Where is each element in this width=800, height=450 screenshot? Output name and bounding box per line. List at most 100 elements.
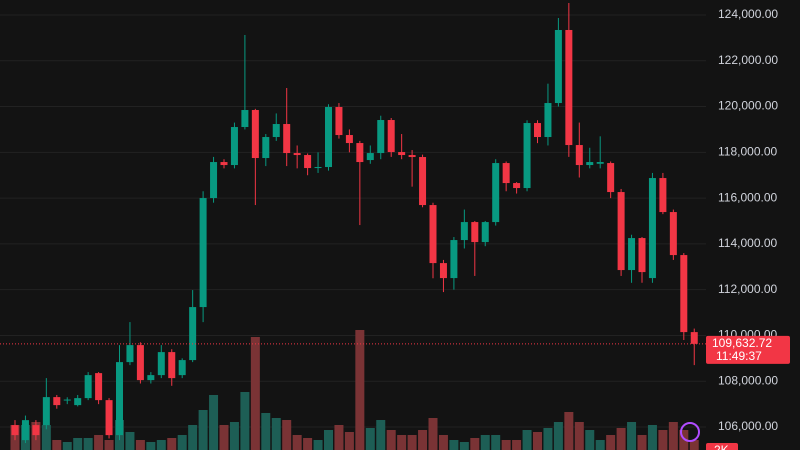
volume-bar: [491, 435, 501, 450]
volume-bar: [146, 442, 156, 450]
volume-badge-box: [706, 443, 738, 450]
volume-bar: [470, 438, 480, 450]
volume-bar: [553, 422, 563, 450]
volume-bar: [83, 438, 93, 450]
candle-body: [189, 307, 197, 361]
candle-body: [690, 332, 698, 344]
candle-body: [513, 183, 521, 189]
volume-bar: [574, 422, 584, 450]
candle-body: [199, 198, 207, 308]
volume-bar: [177, 435, 187, 450]
candle-body: [116, 362, 123, 436]
volume-bar: [585, 430, 595, 450]
candle-body: [554, 29, 562, 104]
volume-bar: [73, 438, 83, 450]
candle-body: [450, 240, 458, 279]
volume-bar: [282, 420, 292, 450]
candle-body: [283, 124, 291, 154]
candle-body: [460, 222, 468, 241]
candle-body: [210, 162, 218, 199]
candle-body: [147, 375, 155, 381]
volume-bar: [344, 432, 354, 450]
volume-bar: [188, 425, 198, 450]
candle-body: [408, 155, 416, 158]
candle-body: [293, 153, 301, 156]
candle-body: [648, 178, 656, 279]
volume-bar: [41, 425, 51, 450]
candle-body: [492, 163, 500, 223]
candle-body: [74, 398, 82, 406]
candle-body: [544, 103, 552, 138]
candle-body: [325, 107, 332, 168]
volume-bar: [271, 418, 281, 450]
candle-body: [21, 420, 29, 441]
volume-bar: [522, 430, 532, 450]
volume-bar: [250, 337, 260, 450]
candle-body: [251, 110, 259, 159]
volume-bar: [209, 395, 219, 450]
candle-body: [230, 127, 238, 166]
candle-body: [335, 107, 343, 136]
candle-body: [356, 143, 364, 163]
candle-body: [481, 222, 489, 243]
volume-bar: [459, 442, 469, 450]
candle-body: [607, 163, 615, 193]
last-price-box: [706, 335, 790, 364]
volume-bar: [365, 428, 375, 450]
volume-bar: [167, 438, 177, 450]
volume-bar: [543, 428, 553, 450]
candle-body: [105, 400, 113, 436]
candle-body: [11, 425, 19, 436]
volume-bar: [606, 435, 616, 450]
volume-bar: [94, 435, 104, 450]
volume-bar: [156, 440, 166, 450]
volume-bar: [533, 432, 542, 450]
volume-bar: [292, 435, 302, 450]
candle-body: [32, 425, 40, 436]
candle-body: [471, 222, 479, 243]
volume-bar: [355, 330, 365, 450]
last-price-label: 109,632.72: [712, 336, 772, 350]
candle-body: [345, 135, 353, 144]
candle-body: [304, 155, 312, 169]
candle-body: [220, 162, 228, 166]
candle-body: [680, 255, 688, 333]
candle-body: [659, 178, 667, 213]
volume-bar: [303, 438, 313, 450]
candle-body: [42, 397, 50, 426]
y-tick-label: 106,000.00: [718, 419, 778, 433]
volume-bar: [125, 432, 135, 450]
candle-body: [168, 352, 176, 379]
volume-bar: [261, 413, 271, 450]
volume-bar: [104, 440, 114, 450]
volume-badge: 2K: [714, 443, 729, 450]
candle-body: [95, 373, 103, 401]
volume-bar: [595, 440, 605, 450]
candle-body: [387, 120, 395, 153]
candle-body: [439, 263, 447, 279]
candle-body: [262, 137, 270, 159]
volume-bar: [428, 418, 438, 450]
candle-body: [398, 152, 406, 156]
volume-bar: [668, 422, 678, 450]
candle-body: [669, 212, 677, 256]
volume-bar: [647, 425, 657, 450]
candle-body: [419, 157, 427, 206]
candle-body: [586, 162, 594, 166]
candle-body: [272, 124, 280, 138]
y-tick-label: 118,000.00: [718, 145, 777, 159]
candle-body: [241, 110, 249, 128]
countdown: 11:49:37: [716, 349, 762, 363]
candle-body: [366, 153, 374, 161]
volume-bar: [564, 412, 574, 450]
volume-bar: [52, 440, 62, 450]
volume-bar: [386, 430, 396, 450]
volume-bar: [679, 430, 689, 450]
volume-bar: [229, 422, 239, 450]
volume-bar: [397, 435, 407, 450]
candle-body: [84, 375, 92, 399]
volume-bar: [135, 440, 145, 450]
volume-bar: [616, 428, 626, 450]
